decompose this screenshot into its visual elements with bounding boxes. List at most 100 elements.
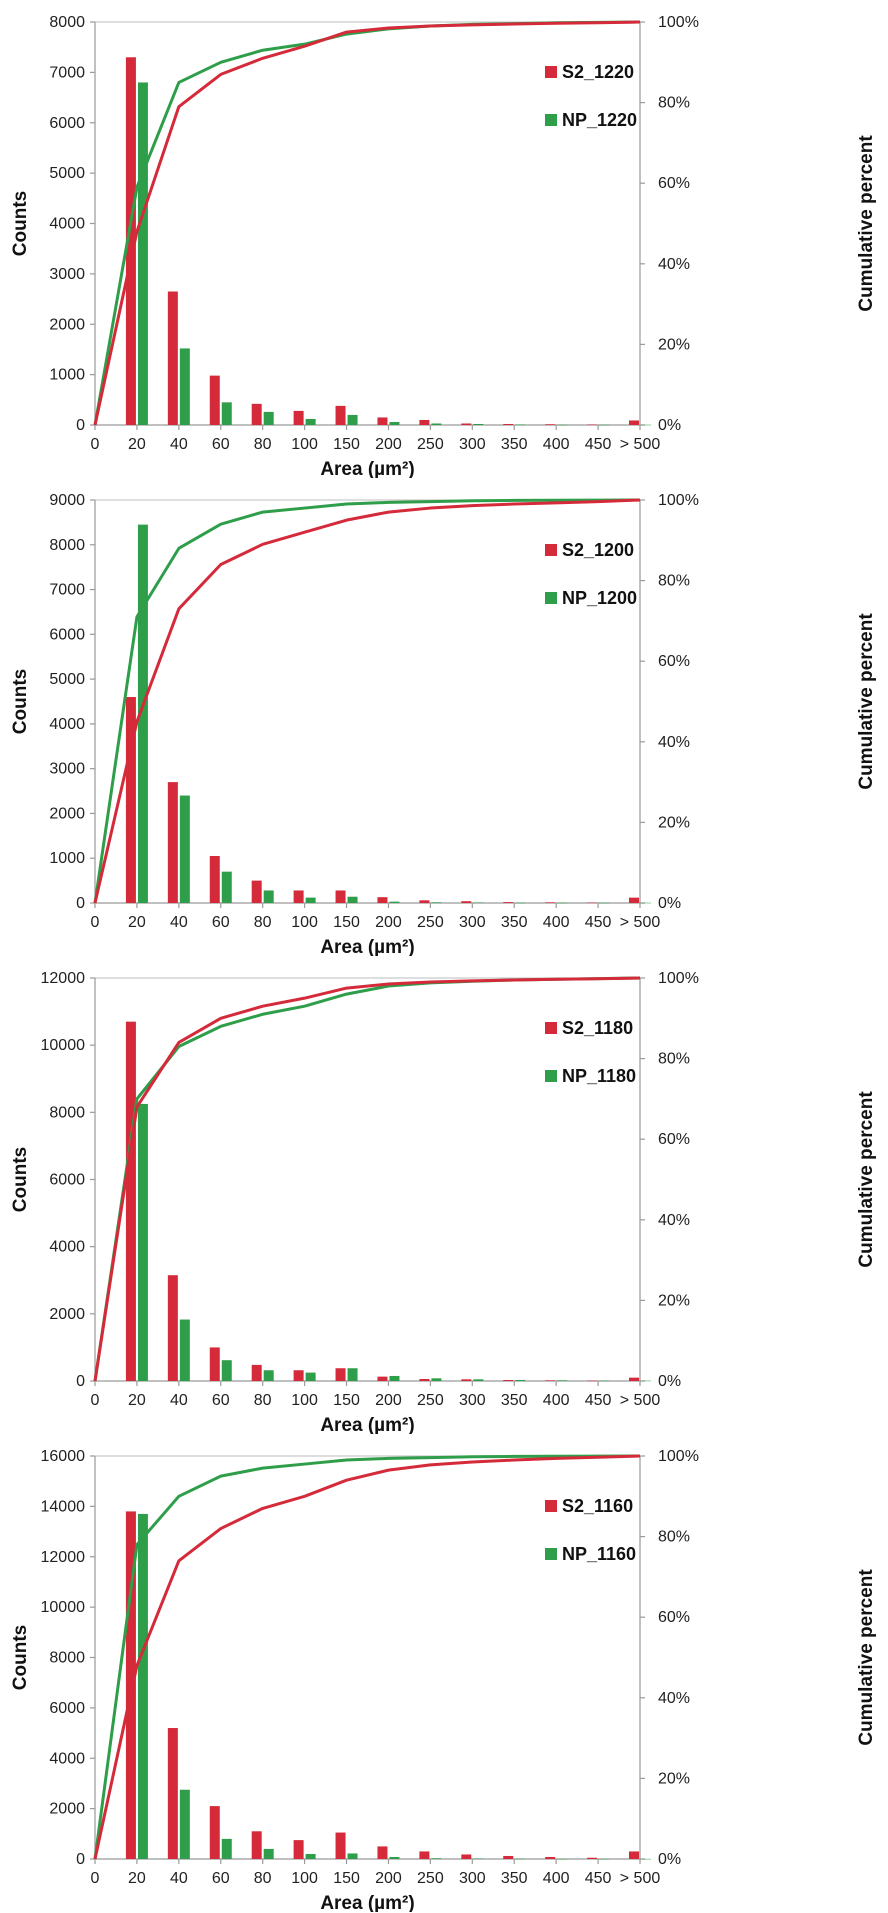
bar-NP_1160-100 bbox=[305, 1853, 316, 1859]
y2-tick-label: 20% bbox=[658, 814, 690, 831]
x-tick-label: 200 bbox=[375, 1392, 402, 1409]
y2-tick-label: 60% bbox=[658, 653, 690, 670]
y2-axis-title: Cumulative percent bbox=[856, 1569, 877, 1746]
y-tick-label: 4000 bbox=[49, 1239, 85, 1256]
y-tick-label: 3000 bbox=[49, 761, 85, 778]
bar-S2_1180-200 bbox=[377, 1376, 388, 1381]
legend-swatch-S2_1220 bbox=[545, 66, 557, 78]
cumulative-line-S2_1220 bbox=[93, 20, 641, 426]
bar-S2_1160-100 bbox=[293, 1840, 304, 1859]
y2-axis-title: Cumulative percent bbox=[856, 135, 877, 312]
cumulative-line-S2_1160 bbox=[93, 1454, 641, 1860]
x-tick-label: 80 bbox=[254, 1392, 272, 1409]
y2-tick-label: 0% bbox=[658, 1851, 681, 1868]
bar-NP_1180-80 bbox=[263, 1370, 274, 1381]
y-tick-label: 14000 bbox=[41, 1498, 86, 1515]
bar-S2_1180-450 bbox=[587, 1380, 598, 1382]
x-tick-label: 450 bbox=[585, 1392, 612, 1409]
x-tick-label: 350 bbox=[501, 436, 528, 453]
y-tick-label: 7000 bbox=[49, 582, 85, 599]
x-tick-label: 80 bbox=[254, 1870, 272, 1887]
x-tick-label: 100 bbox=[291, 914, 318, 931]
x-axis-title: Area (µm²) bbox=[320, 1415, 414, 1434]
x-tick-label: 250 bbox=[417, 436, 444, 453]
y-tick-label: 1000 bbox=[49, 850, 85, 867]
bar-S2_1220-150 bbox=[335, 405, 346, 425]
bar-NP_1220-> 500 bbox=[641, 424, 651, 426]
y2-tick-label: 40% bbox=[658, 256, 690, 273]
x-tick-label: 0 bbox=[91, 914, 100, 931]
legend-label: NP_1180 bbox=[562, 1066, 636, 1086]
y2-tick-label: 100% bbox=[658, 970, 699, 987]
bar-S2_1200-250 bbox=[419, 900, 430, 903]
x-tick-label: 40 bbox=[170, 1392, 188, 1409]
x-tick-label: 200 bbox=[375, 436, 402, 453]
bar-NP_1200-250 bbox=[431, 902, 442, 903]
bar-S2_1220-450 bbox=[587, 424, 598, 425]
x-axis-title: Area (µm²) bbox=[320, 1893, 414, 1912]
y-tick-label: 0 bbox=[76, 1373, 85, 1390]
x-tick-label: 0 bbox=[91, 1392, 100, 1409]
x-tick-label: 80 bbox=[254, 436, 272, 453]
y-tick-label: 4000 bbox=[49, 216, 85, 233]
chart-panel-3: 0200040006000800010000120000%20%40%60%80… bbox=[10, 970, 877, 1434]
legend-label: S2_1220 bbox=[562, 62, 634, 82]
x-tick-label: 0 bbox=[91, 436, 100, 453]
x-tick-label: 40 bbox=[170, 914, 188, 931]
y-axis-title: Counts bbox=[10, 669, 31, 734]
bar-NP_1180-450 bbox=[599, 1380, 610, 1382]
x-tick-label: 350 bbox=[501, 1392, 528, 1409]
y2-tick-label: 40% bbox=[658, 734, 690, 751]
bar-S2_1220-80 bbox=[251, 403, 262, 425]
y-axis-title: Counts bbox=[10, 1147, 31, 1212]
y2-tick-label: 40% bbox=[658, 1690, 690, 1707]
bar-S2_1200-> 500 bbox=[629, 897, 639, 903]
y-tick-label: 6000 bbox=[49, 1172, 85, 1189]
bar-NP_1220-20 bbox=[137, 82, 148, 425]
bar-S2_1180-20 bbox=[125, 1021, 136, 1381]
bar-S2_1160-40 bbox=[167, 1728, 178, 1859]
bar-NP_1220-300 bbox=[473, 423, 484, 425]
legend-swatch-NP_1220 bbox=[545, 114, 557, 126]
y-tick-label: 6000 bbox=[49, 1700, 85, 1717]
bar-NP_1160-350 bbox=[515, 1858, 526, 1860]
x-tick-label: 300 bbox=[459, 436, 486, 453]
bar-NP_1200-80 bbox=[263, 890, 274, 903]
bar-NP_1160-450 bbox=[599, 1858, 610, 1860]
bar-S2_1160-80 bbox=[251, 1831, 262, 1859]
bar-S2_1200-80 bbox=[251, 880, 262, 903]
bar-S2_1220-60 bbox=[209, 375, 220, 425]
bar-S2_1160-400 bbox=[545, 1856, 556, 1859]
y-tick-label: 8000 bbox=[49, 1650, 85, 1667]
legend-label: S2_1180 bbox=[562, 1018, 633, 1038]
bar-S2_1200-40 bbox=[167, 782, 178, 903]
x-tick-label: 200 bbox=[375, 1870, 402, 1887]
x-tick-label: > 500 bbox=[620, 1870, 661, 1887]
bar-NP_1200-150 bbox=[347, 896, 358, 903]
x-tick-label: 100 bbox=[291, 1392, 318, 1409]
legend-swatch-S2_1160 bbox=[545, 1500, 557, 1512]
x-tick-label: 80 bbox=[254, 914, 272, 931]
y-tick-label: 6000 bbox=[49, 115, 85, 132]
bar-S2_1200-400 bbox=[545, 902, 556, 903]
bar-S2_1220-200 bbox=[377, 417, 388, 425]
x-tick-label: > 500 bbox=[620, 914, 661, 931]
y-tick-label: 5000 bbox=[49, 671, 85, 688]
x-tick-label: 0 bbox=[91, 1870, 100, 1887]
y-tick-label: 8000 bbox=[49, 14, 85, 31]
bar-NP_1200-350 bbox=[515, 902, 526, 904]
bar-S2_1180-40 bbox=[167, 1275, 178, 1381]
y2-tick-label: 100% bbox=[658, 1448, 699, 1465]
y2-tick-label: 80% bbox=[658, 1051, 690, 1068]
bar-S2_1160-450 bbox=[587, 1857, 598, 1859]
y-tick-label: 10000 bbox=[41, 1037, 86, 1054]
y-axis-title: Counts bbox=[10, 1625, 31, 1690]
bar-S2_1200-450 bbox=[587, 902, 598, 904]
bar-S2_1220-> 500 bbox=[629, 420, 639, 425]
y-tick-label: 0 bbox=[76, 895, 85, 912]
bar-NP_1160-300 bbox=[473, 1858, 484, 1859]
x-tick-label: 200 bbox=[375, 914, 402, 931]
y2-tick-label: 60% bbox=[658, 1609, 690, 1626]
x-tick-label: 150 bbox=[333, 1392, 360, 1409]
